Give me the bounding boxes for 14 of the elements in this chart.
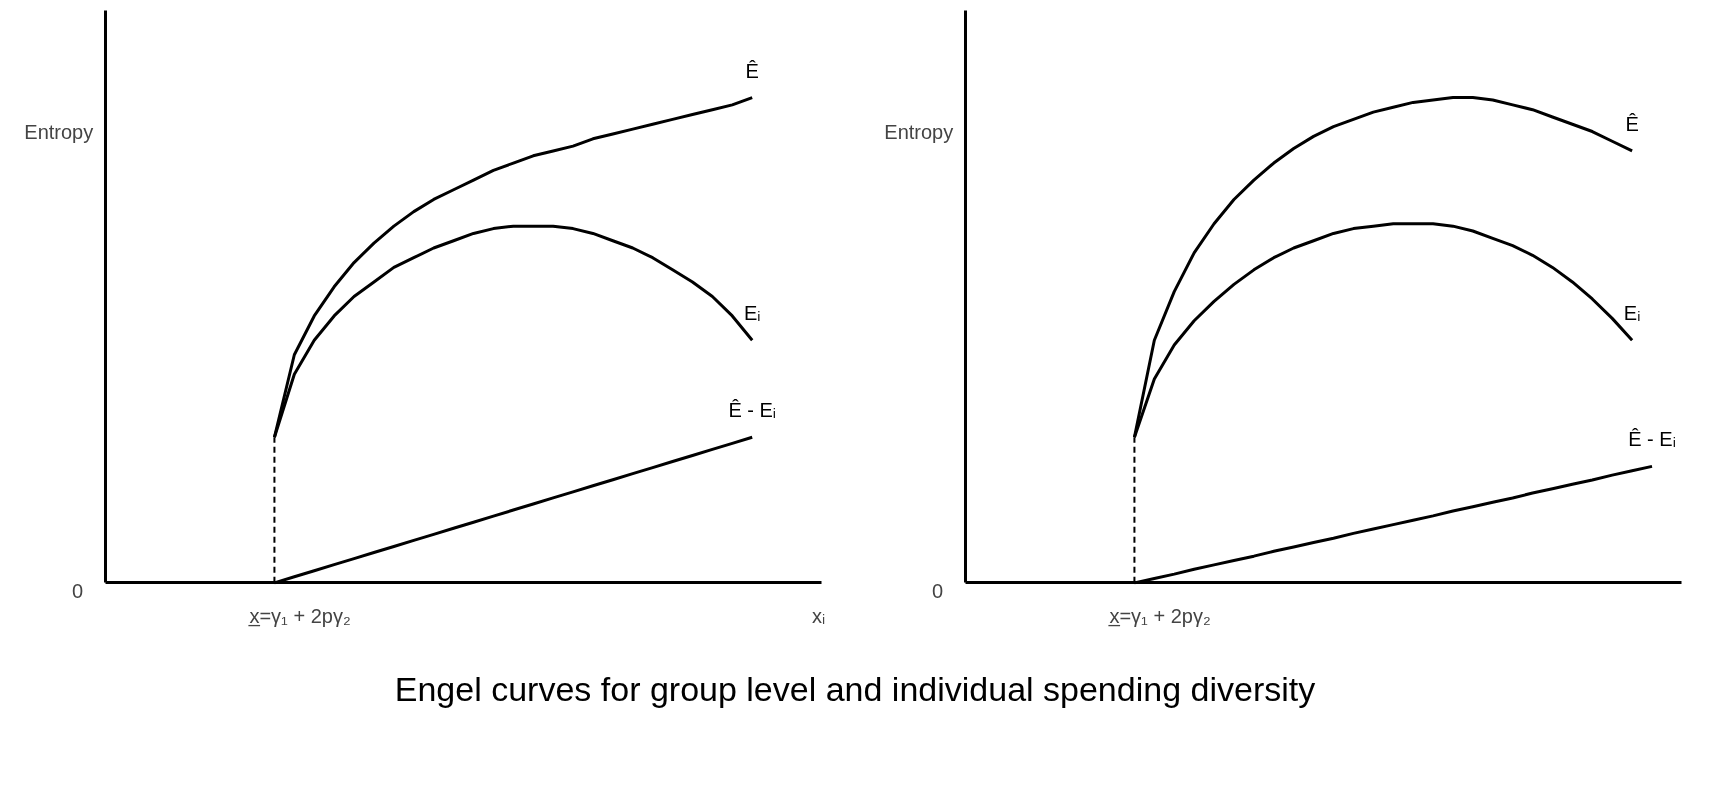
series-label: Ê - Eᵢ [1628, 428, 1676, 451]
text: x̲=γ₁ + 2pγ₂ [248, 604, 351, 627]
series-label: Eᵢ [743, 302, 761, 325]
text: Engel curves for group level and individual spending diversity [394, 669, 1316, 710]
text: 0 [932, 579, 944, 602]
x-axis-title: xᵢ [811, 604, 826, 627]
series-label: Ê - Eᵢ [728, 399, 777, 422]
text: 0 [72, 579, 84, 602]
text: x̲=γ₁ + 2pγ₂ [1108, 604, 1211, 627]
series-label: Ê [1625, 112, 1639, 135]
series-label: Eᵢ [1623, 302, 1641, 325]
series-label: Ê [745, 59, 759, 82]
y-axis-title: Entropy [884, 120, 954, 143]
y-axis-title: Entropy [24, 120, 94, 143]
